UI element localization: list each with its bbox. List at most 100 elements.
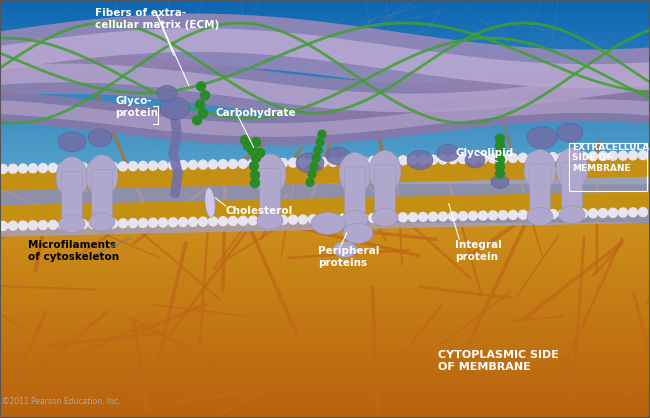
Bar [0, 38, 650, 40]
Bar [0, 3, 650, 5]
Bar [0, 244, 650, 245]
Bar [0, 163, 650, 164]
Bar [0, 91, 650, 92]
Bar [0, 227, 650, 229]
Circle shape [255, 148, 265, 158]
Bar [0, 51, 650, 53]
Circle shape [0, 164, 8, 173]
Bar [0, 69, 650, 71]
Bar [0, 306, 650, 308]
Bar [0, 74, 650, 76]
Bar [0, 110, 650, 111]
Bar [0, 142, 650, 143]
Bar [0, 280, 650, 282]
Circle shape [252, 153, 261, 163]
Bar [0, 275, 650, 277]
Bar [0, 349, 650, 351]
Bar [0, 385, 650, 386]
Bar [0, 140, 650, 141]
Circle shape [8, 221, 18, 230]
Bar [0, 360, 650, 362]
Circle shape [369, 214, 378, 222]
Bar [0, 367, 650, 369]
Circle shape [200, 91, 209, 100]
Bar [0, 148, 650, 149]
Bar [0, 128, 650, 130]
Bar [0, 234, 650, 236]
Circle shape [398, 156, 408, 165]
Circle shape [244, 142, 252, 150]
Ellipse shape [257, 212, 283, 230]
Bar [0, 67, 650, 69]
Circle shape [310, 162, 318, 170]
Bar [0, 127, 650, 128]
Bar [0, 400, 650, 402]
Bar [0, 79, 650, 80]
Bar [0, 115, 650, 116]
Ellipse shape [437, 145, 459, 161]
Bar [0, 178, 650, 179]
Text: ©2011 Pearson Education, Inc.: ©2011 Pearson Education, Inc. [2, 397, 120, 406]
Circle shape [389, 213, 398, 222]
Bar [0, 53, 650, 54]
Bar [0, 18, 650, 19]
Bar [0, 329, 650, 331]
Bar [0, 7, 650, 8]
Bar [0, 168, 650, 169]
Bar [0, 308, 650, 309]
Circle shape [68, 220, 77, 229]
Bar [0, 324, 650, 325]
Bar [0, 138, 650, 139]
Circle shape [309, 158, 317, 167]
Bar [0, 82, 650, 83]
Bar [0, 92, 650, 94]
Circle shape [240, 135, 250, 145]
Circle shape [250, 171, 259, 179]
Bar [0, 114, 650, 115]
Bar [0, 64, 650, 66]
Circle shape [248, 159, 257, 168]
Bar [0, 323, 650, 324]
Bar [0, 408, 650, 409]
Circle shape [29, 221, 38, 230]
Bar [0, 87, 650, 88]
Bar [0, 296, 650, 298]
Bar [0, 247, 650, 248]
Bar [0, 99, 650, 101]
Circle shape [359, 157, 367, 166]
Circle shape [68, 163, 77, 172]
Bar [0, 311, 650, 313]
Bar [0, 99, 650, 100]
Circle shape [309, 215, 317, 224]
Bar [0, 89, 650, 90]
Circle shape [495, 141, 504, 150]
Bar [0, 395, 650, 397]
Circle shape [339, 157, 348, 166]
Bar [0, 13, 650, 14]
Bar [0, 10, 650, 12]
Bar [0, 21, 650, 23]
Bar [0, 0, 650, 1]
Bar [0, 364, 650, 365]
Bar [0, 156, 650, 158]
Bar [0, 344, 650, 345]
Circle shape [549, 153, 558, 162]
Bar [0, 390, 650, 391]
Ellipse shape [369, 150, 401, 192]
Bar [0, 332, 650, 334]
Bar [0, 252, 650, 253]
Bar [0, 92, 650, 93]
Circle shape [250, 161, 259, 171]
Bar [0, 23, 650, 24]
Circle shape [248, 216, 257, 225]
Bar [0, 247, 650, 249]
Circle shape [608, 151, 618, 160]
Bar [0, 151, 650, 153]
Bar [0, 288, 650, 290]
Bar [0, 362, 650, 363]
Bar [0, 237, 650, 239]
Bar [0, 120, 650, 122]
Circle shape [79, 163, 88, 172]
Circle shape [118, 219, 127, 228]
FancyBboxPatch shape [62, 171, 83, 218]
